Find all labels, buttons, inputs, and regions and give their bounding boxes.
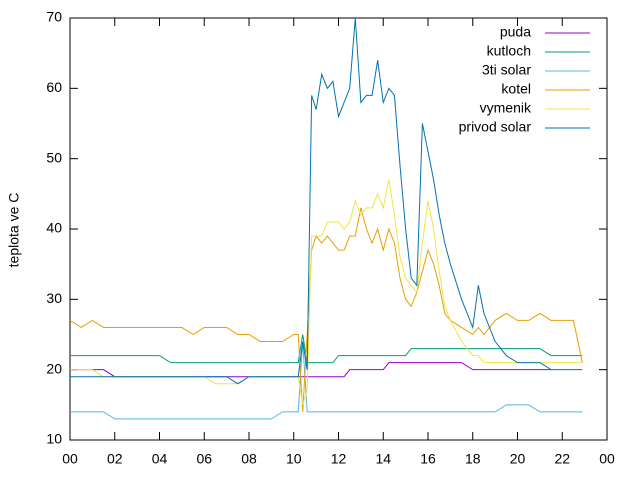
y-tick-label: 30 (46, 290, 62, 306)
y-tick-label: 10 (46, 431, 62, 447)
legend-label: privod solar (459, 119, 532, 135)
plot-border (69, 17, 608, 441)
y-axis-label: teplota ve C (6, 193, 22, 268)
x-tick-label: 00 (62, 451, 78, 467)
y-tick-label: 60 (46, 79, 62, 95)
x-tick-label: 16 (420, 451, 436, 467)
series-line (69, 207, 583, 412)
series-line (70, 341, 583, 420)
x-tick-label: 12 (331, 451, 347, 467)
y-tick-label: 40 (46, 220, 62, 236)
x-tick-label: 14 (375, 451, 391, 467)
x-tick-label: 04 (152, 451, 168, 467)
x-tick-label: 02 (107, 451, 123, 467)
x-tick-label: 06 (196, 451, 212, 467)
x-tick-label: 22 (554, 451, 570, 467)
y-tick-label: 20 (46, 360, 62, 376)
legend-label: 3ti solar (482, 62, 531, 78)
series-line (70, 179, 583, 405)
series-line (70, 17, 583, 385)
legend-label: puda (500, 24, 531, 40)
series-line (70, 334, 583, 364)
x-tick-label: 08 (241, 451, 257, 467)
x-tick-label: 10 (286, 451, 302, 467)
legend-label: kotel (501, 81, 531, 97)
legend-label: kutloch (487, 43, 531, 59)
series-line (70, 362, 552, 378)
x-tick-label: 20 (510, 451, 526, 467)
y-tick-label: 70 (46, 9, 62, 25)
x-tick-label: 18 (465, 451, 481, 467)
legend-label: vymenik (480, 100, 532, 116)
x-tick-label: 00 (599, 451, 615, 467)
y-tick-label: 50 (46, 149, 62, 165)
